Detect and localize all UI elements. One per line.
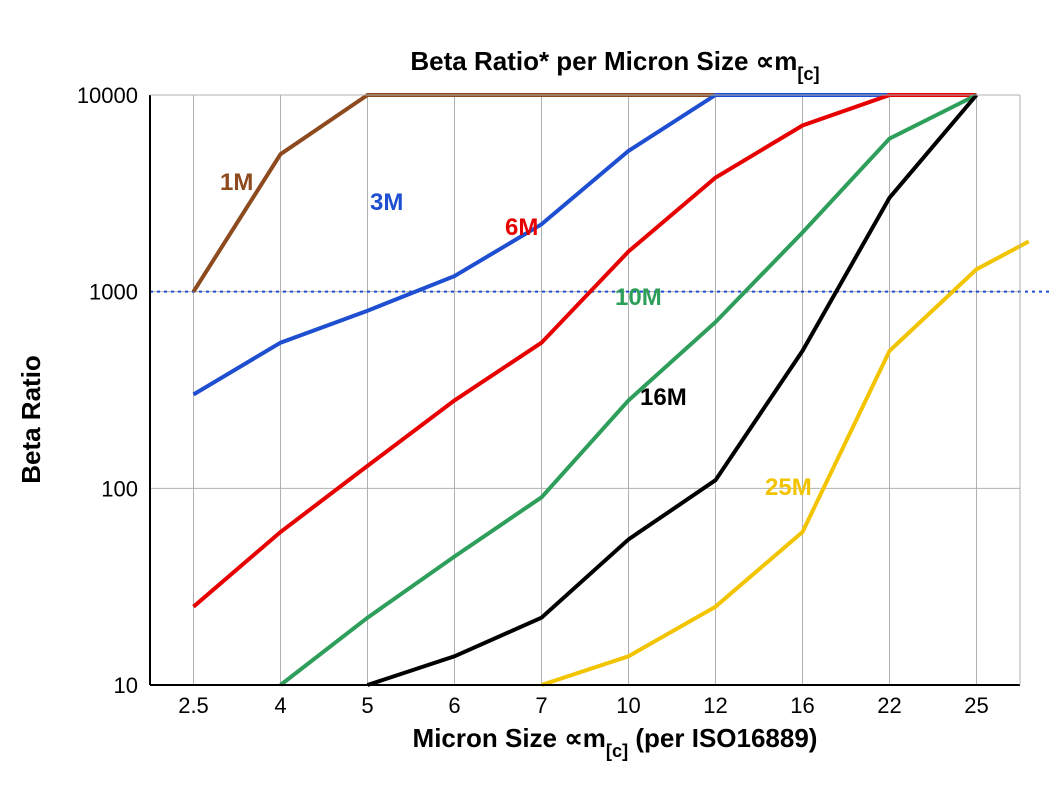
x-tick-label: 16 bbox=[790, 693, 814, 718]
x-tick-label: 10 bbox=[616, 693, 640, 718]
y-tick-label: 10000 bbox=[77, 83, 138, 108]
series-label-25M: 25M bbox=[765, 474, 812, 501]
series-label-3M: 3M bbox=[370, 189, 403, 216]
x-tick-label: 6 bbox=[448, 693, 460, 718]
y-tick-label: 100 bbox=[101, 476, 138, 501]
series-label-16M: 16M bbox=[640, 384, 687, 411]
x-tick-label: 4 bbox=[274, 693, 286, 718]
x-tick-label: 2.5 bbox=[178, 693, 209, 718]
y-tick-label: 1000 bbox=[89, 280, 138, 305]
x-tick-label: 22 bbox=[877, 693, 901, 718]
series-label-1M: 1M bbox=[220, 169, 253, 196]
series-label-10M: 10M bbox=[615, 284, 662, 311]
x-tick-label: 7 bbox=[535, 693, 547, 718]
x-tick-label: 25 bbox=[964, 693, 988, 718]
series-label-6M: 6M bbox=[505, 214, 538, 241]
y-axis-title: Beta Ratio bbox=[16, 355, 46, 484]
y-tick-label: 10 bbox=[114, 673, 138, 698]
beta-ratio-chart: 2.5 4 5 6 7 10 12 16 22 25 10 100 1000 10000 1M 3M 6M 10M… bbox=[0, 0, 1061, 809]
x-tick-label: 12 bbox=[703, 693, 727, 718]
x-tick-label: 5 bbox=[361, 693, 373, 718]
